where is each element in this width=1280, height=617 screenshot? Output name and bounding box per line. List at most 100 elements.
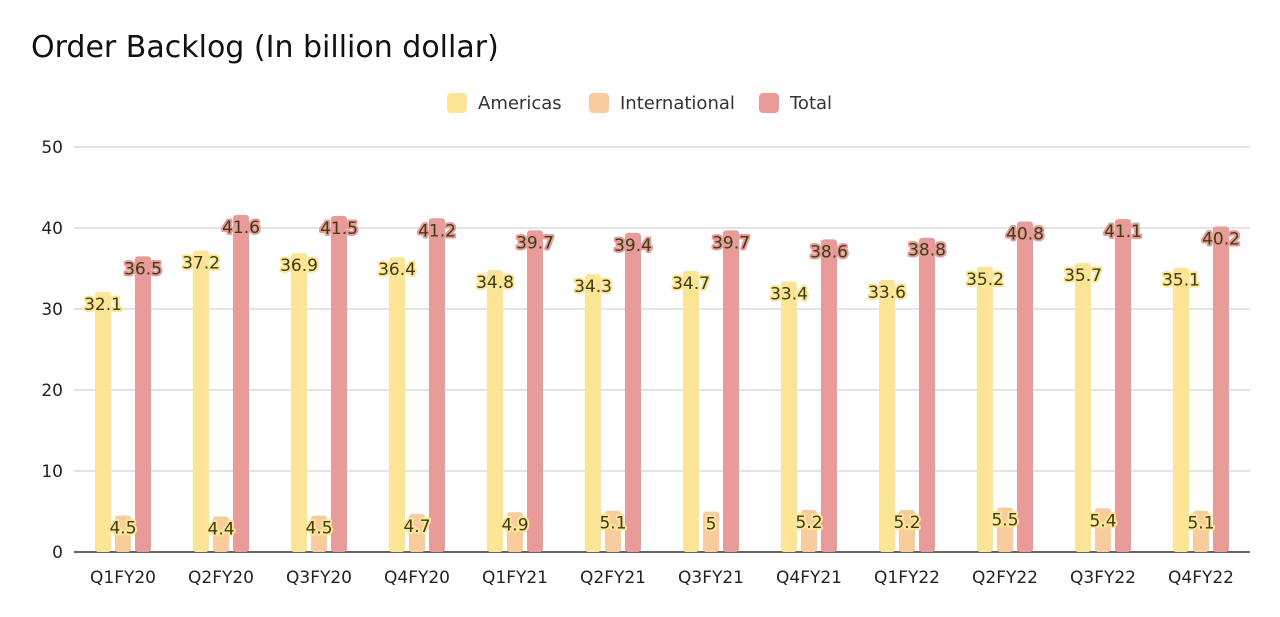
bar: [429, 218, 445, 552]
y-tick-label: 40: [41, 219, 63, 239]
bar: [899, 509, 915, 552]
data-label: 32.1: [84, 295, 122, 315]
data-label: 41.2: [418, 221, 456, 241]
x-tick-label: Q2FY21: [580, 568, 646, 588]
data-label: 5.2: [893, 513, 920, 533]
x-tick-label: Q2FY22: [972, 568, 1038, 588]
x-tick-label: Q4FY22: [1168, 568, 1234, 588]
bar: [1193, 510, 1209, 552]
x-tick-label: Q4FY21: [776, 568, 842, 588]
bar: [507, 512, 523, 552]
bar: [95, 291, 111, 552]
bar: [585, 274, 601, 552]
data-label: 5.4: [1089, 511, 1116, 531]
bar: [193, 250, 209, 552]
bar: [997, 507, 1013, 552]
data-label: 34.3: [574, 277, 612, 297]
x-tick-label: Q3FY20: [286, 568, 352, 588]
bar: [409, 513, 425, 552]
y-tick-label: 30: [41, 300, 63, 320]
bar: [683, 270, 699, 552]
data-label: 4.4: [207, 519, 234, 539]
y-axis-ticks: 0 10 20 30 40 50: [41, 138, 63, 563]
legend-label: International: [620, 93, 735, 114]
bar: [331, 215, 347, 552]
bar: [527, 230, 543, 552]
bar: [233, 215, 249, 553]
bar: [801, 509, 817, 552]
data-label: 33.4: [770, 284, 808, 304]
bar: [115, 515, 131, 552]
data-label: 38.6: [810, 242, 848, 262]
data-label: 4.9: [501, 515, 528, 535]
y-tick-label: 0: [52, 543, 63, 563]
chart-title: Order Backlog (In billion dollar): [31, 30, 499, 65]
data-label: 5.2: [795, 513, 822, 533]
bar: [821, 239, 837, 552]
data-label: 35.7: [1064, 266, 1102, 286]
bar: [1017, 221, 1033, 552]
legend-item: Americas: [447, 93, 562, 114]
bar: [1095, 508, 1111, 552]
legend-swatch: [589, 93, 609, 113]
data-label: 34.7: [672, 274, 710, 294]
data-label: 5.1: [599, 514, 626, 534]
x-axis-ticks: Q1FY20 Q2FY20 Q3FY20 Q4FY20 Q1FY21 Q2FY21 Q3FY…: [90, 568, 1234, 588]
data-label: 41.6: [222, 218, 260, 238]
y-tick-label: 10: [41, 462, 63, 482]
x-tick-label: Q4FY20: [384, 568, 450, 588]
data-label: 38.8: [908, 241, 946, 261]
data-label: 4.5: [109, 519, 136, 539]
y-tick-label: 50: [41, 138, 63, 158]
bars: [95, 215, 1229, 553]
data-label: 33.6: [868, 283, 906, 303]
bar: [919, 237, 935, 552]
legend-swatch: [759, 93, 779, 113]
data-label: 39.4: [614, 236, 652, 256]
data-label: 5.1: [1187, 514, 1214, 534]
data-label: 36.4: [378, 260, 416, 280]
bar: [1115, 219, 1131, 552]
bar: [1075, 262, 1091, 552]
bar: [311, 515, 327, 552]
data-label: 41.5: [320, 219, 358, 239]
bar: [213, 516, 229, 552]
y-tick-label: 20: [41, 381, 63, 401]
legend-swatch: [447, 93, 467, 113]
data-label: 34.8: [476, 273, 514, 293]
data-label: 35.2: [966, 270, 1004, 290]
x-tick-label: Q3FY21: [678, 568, 744, 588]
data-label: 37.2: [182, 254, 220, 274]
bar: [723, 230, 739, 552]
bar: [703, 511, 719, 552]
data-label: 40.2: [1202, 229, 1240, 249]
bar: [291, 253, 307, 553]
legend-item: Total: [759, 93, 832, 114]
data-labels: 32.1 4.5 36.5 37.2 4.4 41.6 36.9 4.5 41.5 36.4 4.7…: [82, 216, 1242, 541]
legend-label: Total: [789, 93, 832, 114]
data-label: 36.9: [280, 256, 318, 276]
data-label: 41.1: [1104, 222, 1142, 242]
bar: [487, 270, 503, 552]
data-label: 5: [706, 515, 717, 535]
bar: [1173, 267, 1189, 552]
data-label: 40.8: [1006, 225, 1044, 245]
x-tick-label: Q1FY22: [874, 568, 940, 588]
bar: [781, 281, 797, 552]
gridlines: [74, 146, 1250, 553]
legend: Americas International Total: [447, 93, 832, 114]
x-tick-label: Q1FY20: [90, 568, 156, 588]
legend-item: International: [589, 93, 735, 114]
bar: [605, 510, 621, 552]
bar: [1213, 226, 1229, 552]
x-tick-label: Q1FY21: [482, 568, 548, 588]
data-label: 39.7: [516, 233, 554, 253]
data-label: 4.5: [305, 519, 332, 539]
data-label: 36.5: [124, 259, 162, 279]
data-label: 39.7: [712, 233, 750, 253]
data-label: 5.5: [991, 510, 1018, 530]
bar: [389, 257, 405, 552]
bar: [625, 232, 641, 553]
bar: [879, 279, 895, 552]
legend-label: Americas: [478, 93, 562, 114]
